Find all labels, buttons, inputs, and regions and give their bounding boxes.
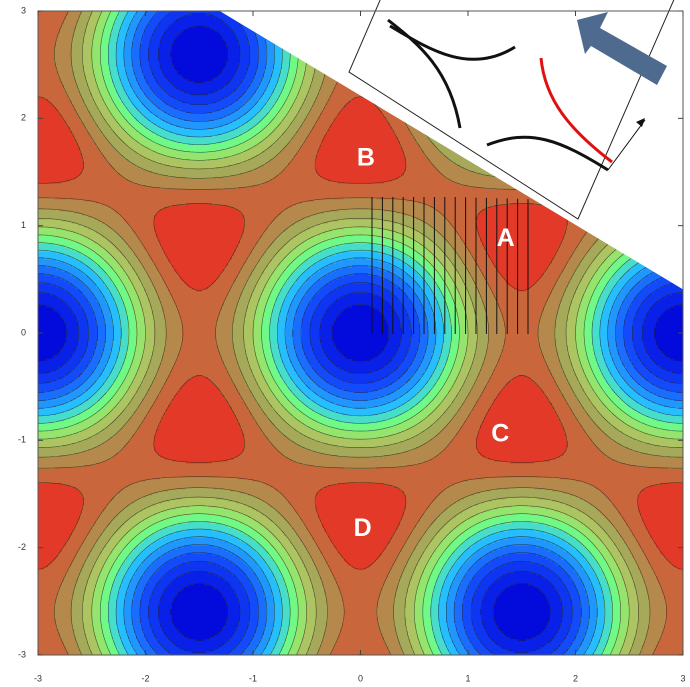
x-tick-label: 2 [573, 673, 578, 683]
x-tick-label: 0 [358, 673, 363, 683]
x-tick-label: -3 [34, 673, 42, 683]
y-tick-label: -3 [18, 649, 26, 659]
y-tick-label: 2 [21, 113, 26, 123]
x-tick-label: 3 [680, 673, 685, 683]
x-tick-label: -2 [141, 673, 149, 683]
y-tick-label: -1 [18, 435, 26, 445]
y-tick-label: 0 [21, 327, 26, 337]
point-label: D [354, 514, 372, 542]
point-label: A [497, 224, 515, 252]
y-tick-label: -2 [18, 542, 26, 552]
y-tick-label: 1 [21, 220, 26, 230]
x-tick-label: 1 [465, 673, 470, 683]
y-tick-label: 3 [21, 5, 26, 15]
point-label: C [491, 420, 509, 448]
x-tick-label: -1 [249, 673, 257, 683]
chart: -3 -2 -1 0 1 2 3 -3 -2 -1 0 1 2 3 A B C D [0, 0, 690, 687]
point-label: B [357, 144, 375, 172]
